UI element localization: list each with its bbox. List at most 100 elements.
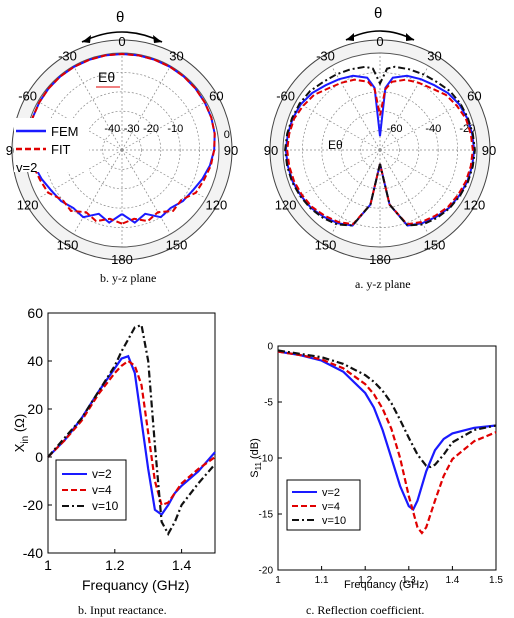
series-line-v-10: [47, 323, 216, 537]
series-line-v-4: [47, 359, 216, 507]
angle-label: 180: [369, 252, 391, 267]
series-line-v-10: [277, 349, 497, 469]
reactance-plot: 1 1.2 1.4 -40 -20 0 20 40 60 v=2 v=4 v=10 Frequanc…: [12, 305, 216, 617]
x-tick-label: 1.1: [315, 575, 329, 586]
y-tick-label: 60: [27, 305, 43, 321]
angle-label: 180: [111, 252, 133, 267]
angle-label: -60: [18, 89, 37, 104]
legend-label: v=10: [92, 499, 119, 513]
y-label-main: X: [12, 443, 27, 452]
grid-ring: [302, 72, 458, 228]
series-line-v-4: [277, 350, 497, 535]
x-tick-label: 1: [275, 575, 281, 586]
legend-label: FEM: [51, 124, 78, 139]
grid-spoke: [295, 101, 381, 151]
x-axis-label: Frequancy (GHz): [344, 579, 428, 591]
grid-spoke: [121, 101, 207, 151]
legend: v=2 v=4 v=10: [62, 467, 119, 513]
y-tick-label: -20: [259, 566, 274, 577]
grid-spoke: [121, 149, 171, 235]
x-tick-label: 1: [44, 557, 52, 573]
y-label-unit: (Ω): [12, 414, 27, 436]
theta-symbol: θ: [116, 9, 124, 26]
angle-label: 120: [206, 198, 228, 213]
grid-ring: [63, 91, 181, 209]
angle-label: 120: [464, 198, 486, 213]
grid-spoke: [121, 65, 171, 151]
legend-label: v=4: [322, 501, 340, 513]
angle-label: -30: [316, 49, 335, 64]
grid-spoke: [379, 101, 465, 151]
y-tick-label: 20: [27, 401, 43, 417]
y-tick-label: 0: [267, 342, 273, 353]
x-tick-label: 1.2: [105, 557, 125, 573]
series-line-v-10: [284, 65, 476, 227]
angle-label: 30: [427, 49, 441, 64]
polar-curves: [284, 65, 476, 227]
angle-label: 150: [166, 237, 188, 252]
curves: [47, 323, 216, 537]
grid-ring: [102, 130, 142, 170]
angle-label: -60: [276, 89, 295, 104]
angle-label: 150: [315, 237, 337, 252]
angle-label: 60: [467, 89, 481, 104]
radial-tick-label: -60: [387, 123, 403, 135]
grid-spoke: [295, 149, 381, 199]
grid-ring: [340, 110, 420, 190]
legend-box: [286, 479, 361, 531]
curves: [277, 349, 497, 535]
x-axis-label: Frequancy (GHz): [82, 577, 189, 593]
x-tick-label: 1.3: [402, 575, 416, 586]
y-tick-label: -40: [23, 545, 43, 561]
legend-label: FIT: [51, 142, 71, 157]
x-tick-label: 1.5: [489, 575, 503, 586]
legend-label: v=2: [322, 487, 340, 499]
angle-label: 120: [17, 198, 39, 213]
radial-tick-label: 0: [224, 129, 230, 141]
axis-ticks: 1 1.1 1.2 1.3 1.4 1.5 -20 -15 -10 -5 0: [259, 342, 504, 587]
y-label-unit: (dB): [249, 438, 261, 462]
theta-symbol: θ: [374, 5, 382, 22]
y-axis-label: Xin (Ω): [12, 414, 31, 452]
radial-tick-label: -20: [143, 123, 159, 135]
figure-caption-polar-left: b. y-z plane: [100, 271, 156, 285]
grid-ring: [321, 91, 439, 209]
legend-label: v=2: [92, 467, 112, 481]
angle-label: 120: [275, 198, 297, 213]
angle-label: 0: [118, 34, 125, 49]
theta-arrowhead-right: [153, 35, 162, 43]
theta-arrowhead-left: [346, 33, 354, 41]
grid-spoke: [331, 149, 381, 235]
angle-label: 60: [209, 89, 223, 104]
y-tick-label: 0: [35, 449, 43, 465]
polar-curves: [28, 52, 216, 225]
figure-caption-reactance: b. Input reactance.: [78, 603, 167, 617]
legend-label: v=10: [322, 515, 346, 527]
grid-spoke: [73, 65, 123, 151]
angle-label: 0: [376, 34, 383, 49]
caption-label: b. y-z plane: [100, 271, 156, 285]
legend-cut-text: v=2: [16, 160, 37, 175]
radial-tick-label: -40: [425, 123, 441, 135]
polar-radial-labels: -40 -30 -20 -10 0: [104, 123, 229, 141]
axis-ticks: 1 1.2 1.4 -40 -20 0 20 40 60: [23, 305, 192, 573]
y-tick-label: 40: [27, 353, 43, 369]
x-tick-label: 1.2: [358, 575, 372, 586]
radial-tick-label: -10: [167, 123, 183, 135]
radial-tick-label: -40: [104, 123, 120, 135]
theta-arrowhead-left: [82, 35, 91, 43]
series-line-v-4: [286, 78, 474, 226]
polar-radial-labels: -60 -40 -20: [387, 123, 476, 135]
x-tick-label: 1.4: [172, 557, 192, 573]
y-axis-label: S11 (dB): [249, 438, 263, 478]
y-label-main: S: [249, 470, 261, 477]
x-tick-label: 1.4: [445, 575, 459, 586]
grid-ring: [360, 130, 400, 170]
y-tick-label: -10: [259, 454, 274, 465]
legend-label: v=4: [92, 483, 112, 497]
grid-spoke: [73, 149, 123, 235]
